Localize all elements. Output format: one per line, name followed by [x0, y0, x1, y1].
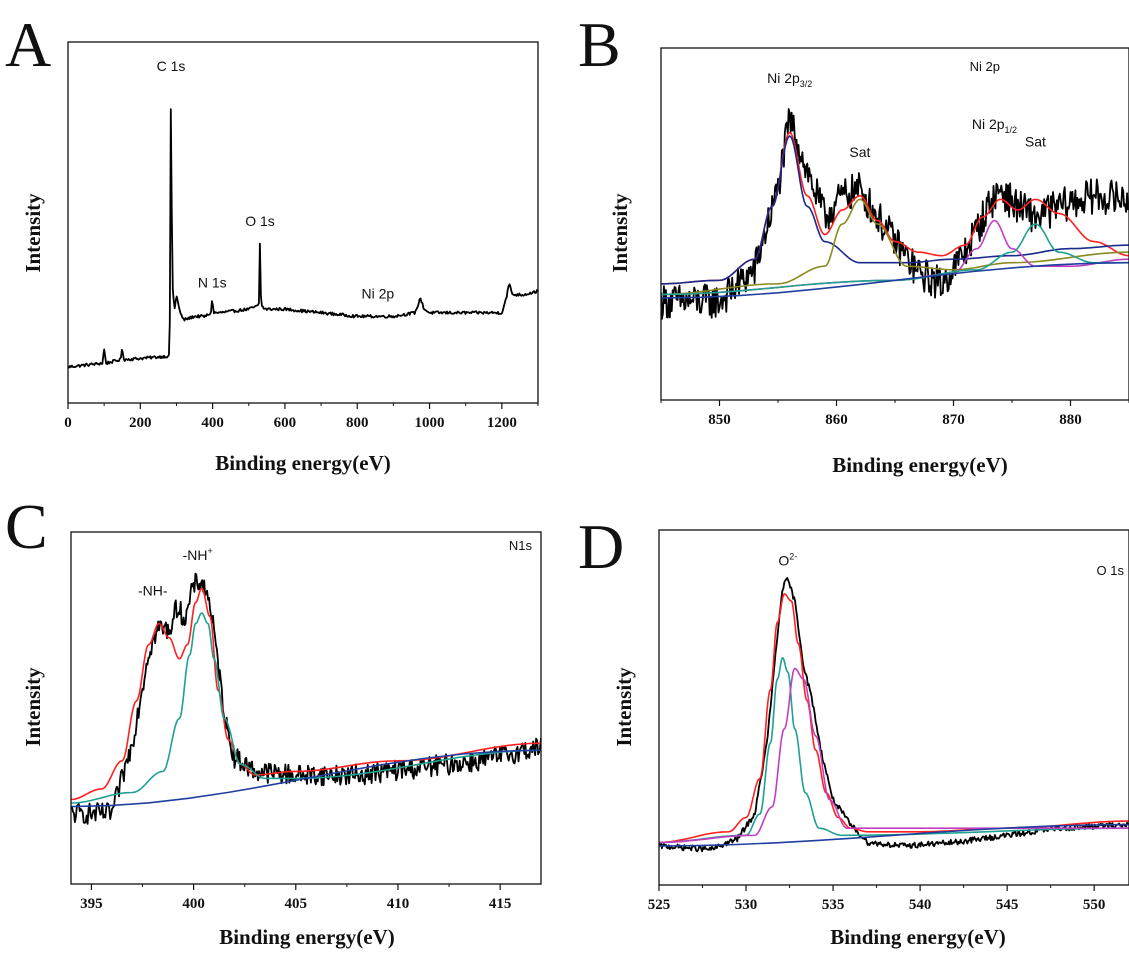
panel-d-series-1	[659, 593, 1129, 844]
panel-d-xtick-label: 530	[735, 897, 758, 913]
panel-c-series-3	[71, 749, 541, 808]
panel-letter-b: B	[578, 9, 621, 80]
panel-b-xlabel: Binding energy(eV)	[832, 453, 1008, 477]
panel-b-annotation-0: Ni 2p3/2	[767, 70, 812, 89]
panel-d-series-2	[659, 657, 1129, 844]
panel-a-xtick-label: 1000	[415, 415, 445, 431]
panel-b-frame	[660, 47, 1129, 401]
panel-c-series-1	[71, 587, 541, 801]
panel-b-series-2	[661, 135, 1129, 285]
panel-a-plot: 0 200 400 600 800 1000 1200 C 1s O 1s N 1s Ni 2p	[64, 41, 539, 431]
panel-a: A 0 200 400 600 800 1000 1200 C 1s O 1s N 1s Ni 2p…	[5, 9, 539, 475]
panel-d-series-0	[659, 577, 1129, 853]
panel-b-xtick-label: 880	[1059, 412, 1082, 428]
panel-a-xlabel: Binding energy(eV)	[215, 451, 391, 475]
panel-c-plot: 395 400 405 410 415 -NH- -NH+	[70, 531, 542, 912]
panel-d: D 525 530 535 540 545 550 O2- O 1s Binding ene…	[578, 511, 1129, 949]
panel-a-series-0	[68, 108, 538, 369]
panel-a-xtick-label: 800	[346, 415, 369, 431]
panel-b-corner-label: Ni 2p	[970, 59, 1000, 74]
panel-a-annotation-2: N 1s	[198, 274, 227, 290]
panel-c-corner-label: N1s	[509, 538, 533, 553]
panel-b-series-3	[661, 198, 1129, 296]
panel-c-xlabel: Binding energy(eV)	[219, 925, 395, 949]
panel-d-frame	[658, 529, 1129, 886]
panel-b-xtick-label: 850	[708, 412, 731, 428]
panel-a-ylabel: Intensity	[21, 193, 45, 273]
panel-d-plot: 525 530 535 540 545 550 O2-	[648, 529, 1129, 913]
panel-d-series-4	[659, 823, 1129, 847]
panel-a-annotation-1: O 1s	[245, 213, 275, 229]
panel-c-xtick-label: 410	[387, 896, 410, 912]
panel-b: B 850 860 870 880 Ni 2p3/2 Sat Ni 2p1/2 Sat Ni …	[578, 9, 1129, 477]
panel-c-frame	[70, 531, 542, 885]
panel-d-annotation-0: O2-	[778, 552, 797, 569]
panel-a-xtick-label: 200	[129, 415, 152, 431]
panel-a-frame	[67, 41, 539, 404]
panel-b-series-0	[661, 108, 1129, 320]
panel-a-xtick-label: 1200	[487, 415, 517, 431]
panel-d-xtick-label: 535	[822, 897, 845, 913]
panel-a-xtick-label: 400	[201, 415, 224, 431]
panel-c-series-2	[71, 612, 541, 804]
panel-c-xtick-label: 395	[80, 896, 103, 912]
panel-d-ylabel: Intensity	[612, 667, 636, 747]
panel-d-xtick-label: 550	[1083, 897, 1106, 913]
panel-c-xtick-label: 400	[182, 896, 205, 912]
panel-c-series-0	[71, 572, 541, 825]
panel-c-xtick-label: 415	[489, 896, 512, 912]
panel-d-corner-label: O 1s	[1097, 563, 1125, 578]
panel-d-xtick-label: 525	[648, 897, 671, 913]
panel-c-xtick-label: 405	[285, 896, 308, 912]
panel-a-xtick-label: 0	[64, 415, 72, 431]
panel-c-annotation-1: -NH+	[183, 546, 213, 563]
panel-c-ylabel: Intensity	[21, 667, 45, 747]
panel-letter-c: C	[5, 491, 48, 562]
panel-letter-d: D	[578, 511, 624, 582]
panel-b-series-1	[661, 131, 1129, 285]
panel-b-annotation-1: Sat	[849, 144, 870, 160]
panel-d-xtick-label: 545	[996, 897, 1019, 913]
panel-b-ylabel: Intensity	[608, 193, 632, 273]
panel-c-annotation-0: -NH-	[138, 582, 168, 598]
panel-b-annotation-2: Ni 2p1/2	[972, 116, 1017, 135]
panel-a-annotation-0: C 1s	[157, 58, 186, 74]
panel-d-xlabel: Binding energy(eV)	[830, 925, 1006, 949]
panel-c: C 395 400 405 410 415 -NH- -NH+ N1s Binding en…	[5, 491, 542, 949]
panel-b-xtick-label: 860	[825, 412, 848, 428]
panel-b-series-6	[661, 261, 1129, 299]
panel-b-annotation-3: Sat	[1025, 134, 1046, 150]
panel-letter-a: A	[5, 9, 51, 80]
panel-b-xtick-label: 870	[942, 412, 965, 428]
panel-b-series-5	[661, 223, 1129, 296]
panel-d-series-3	[659, 667, 1129, 844]
panel-a-annotation-3: Ni 2p	[361, 285, 394, 301]
panel-d-xtick-label: 540	[909, 897, 932, 913]
panel-b-plot: 850 860 870 880 Ni 2p3/2 Sat Ni 2p1/2 Sat	[660, 47, 1129, 428]
panel-a-xtick-label: 600	[274, 415, 297, 431]
